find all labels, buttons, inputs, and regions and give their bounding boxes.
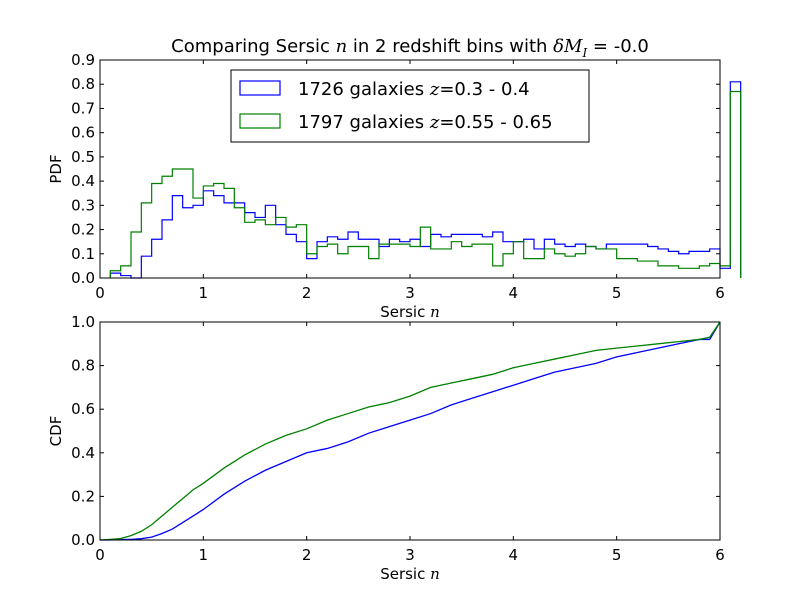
pdf-x-tick-label: 5 <box>612 284 622 302</box>
pdf-x-tick-label: 6 <box>715 284 725 302</box>
cdf-y-tick-label: 0.0 <box>71 531 95 549</box>
cdf-x-tick-label: 3 <box>405 546 415 564</box>
pdf-y-tick-label: 0.9 <box>71 51 95 69</box>
pdf-histogram-panel: 0 1 2 3 4 5 6 0.0 0.1 0.2 0.3 0.4 0.5 0.6 0.7 0.8 0.9 Se… <box>47 51 742 321</box>
chart-title: Comparing Sersic n in 2 redshift bins wi… <box>171 36 649 60</box>
cdf-y-tick-label: 0.8 <box>71 357 95 375</box>
pdf-plot-frame <box>99 59 721 279</box>
legend-frame <box>230 69 590 143</box>
cdf-y-tick-label: 1.0 <box>71 313 95 331</box>
pdf-x-tick-label: 2 <box>302 284 312 302</box>
pdf-x-tick-label: 4 <box>509 284 519 302</box>
pdf-y-tick-label: 0.0 <box>71 269 95 287</box>
pdf-y-axis-label: PDF <box>47 154 65 183</box>
cdf-x-tick-label: 2 <box>302 546 312 564</box>
pdf-x-tick-label: 3 <box>405 284 415 302</box>
legend-label-series-1: 1726 galaxies z=0.3 - 0.4 <box>298 79 530 100</box>
pdf-y-tick-label: 0.8 <box>71 75 95 93</box>
pdf-x-tick-label: 1 <box>199 284 209 302</box>
cdf-x-tick-label: 1 <box>199 546 209 564</box>
pdf-histogram-marks <box>109 81 742 279</box>
cdf-line-series-2 <box>99 321 721 541</box>
pdf-y-tick-label: 0.1 <box>71 245 95 263</box>
cdf-x-tick-label: 5 <box>612 546 622 564</box>
pdf-y-tick-label: 0.2 <box>71 221 95 239</box>
cdf-y-tick-label: 0.6 <box>71 400 95 418</box>
pdf-y-tick-label: 0.7 <box>71 99 95 117</box>
cdf-line-series-1 <box>100 321 721 541</box>
cdf-axis-ticks: 0 1 2 3 4 5 6 0.0 0.2 0.4 0.6 0.8 1.0 <box>71 313 725 564</box>
cdf-plot-frame <box>99 321 721 541</box>
cdf-x-tick-label: 6 <box>715 546 725 564</box>
pdf-y-tick-label: 0.5 <box>71 148 95 166</box>
pdf-y-tick-label: 0.6 <box>71 124 95 142</box>
cdf-line-panel: 0 1 2 3 4 5 6 0.0 0.2 0.4 0.6 0.8 1.0 Sersic n CDF <box>47 313 725 583</box>
legend-label-series-2: 1797 galaxies z=0.55 - 0.65 <box>298 112 553 133</box>
legend-swatch-series-2 <box>239 113 281 129</box>
cdf-y-tick-label: 0.2 <box>71 487 95 505</box>
pdf-x-axis-label: Sersic n <box>380 303 440 321</box>
pdf-y-tick-label: 0.3 <box>71 196 95 214</box>
legend-swatch-series-1 <box>239 80 281 96</box>
pdf-histogram-series-2 <box>109 90 742 278</box>
cdf-x-tick-label: 4 <box>509 546 519 564</box>
cdf-line-marks <box>99 321 721 541</box>
pdf-y-tick-label: 0.4 <box>71 172 95 190</box>
cdf-x-tick-label: 0 <box>95 546 105 564</box>
pdf-x-tick-label: 0 <box>95 284 105 302</box>
cdf-y-axis-label: CDF <box>47 416 65 447</box>
pdf-legend: 1726 galaxies z=0.3 - 0.4 1797 galaxies … <box>230 69 590 143</box>
cdf-y-tick-label: 0.4 <box>71 444 95 462</box>
cdf-x-axis-label: Sersic n <box>380 565 440 583</box>
